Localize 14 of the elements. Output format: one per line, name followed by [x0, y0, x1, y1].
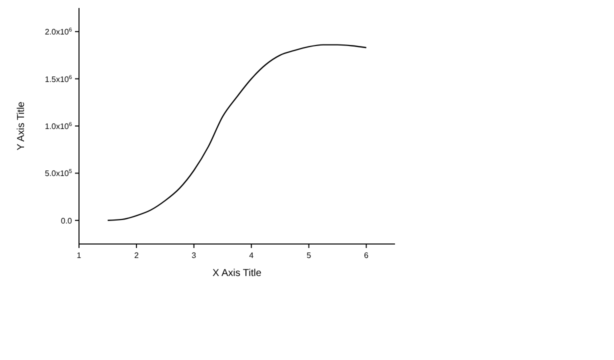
y-tick-label: 0.0	[60, 216, 73, 226]
y-tick-label: 2.0x10$^{6}$	[44, 28, 72, 37]
x-tick-label: 2	[134, 251, 140, 260]
x-tick-label: 4	[249, 251, 254, 260]
y-tick-label: 1.0x10$^{6}$	[44, 122, 72, 131]
x-tick-label: 5	[306, 251, 312, 260]
x-tick-label: 6	[364, 251, 370, 260]
x-axis-title: X Axis Title	[212, 268, 262, 279]
x-tick-label: 3	[192, 251, 197, 260]
x-tick-label: 1	[76, 251, 82, 260]
y-tick-label: 1.5x10$^{6}$	[44, 74, 72, 84]
line-series	[107, 44, 367, 221]
y-tick-label: 5.0x10$^{5}$	[44, 169, 72, 178]
y-axis-title: Y Axis Title	[16, 101, 27, 150]
